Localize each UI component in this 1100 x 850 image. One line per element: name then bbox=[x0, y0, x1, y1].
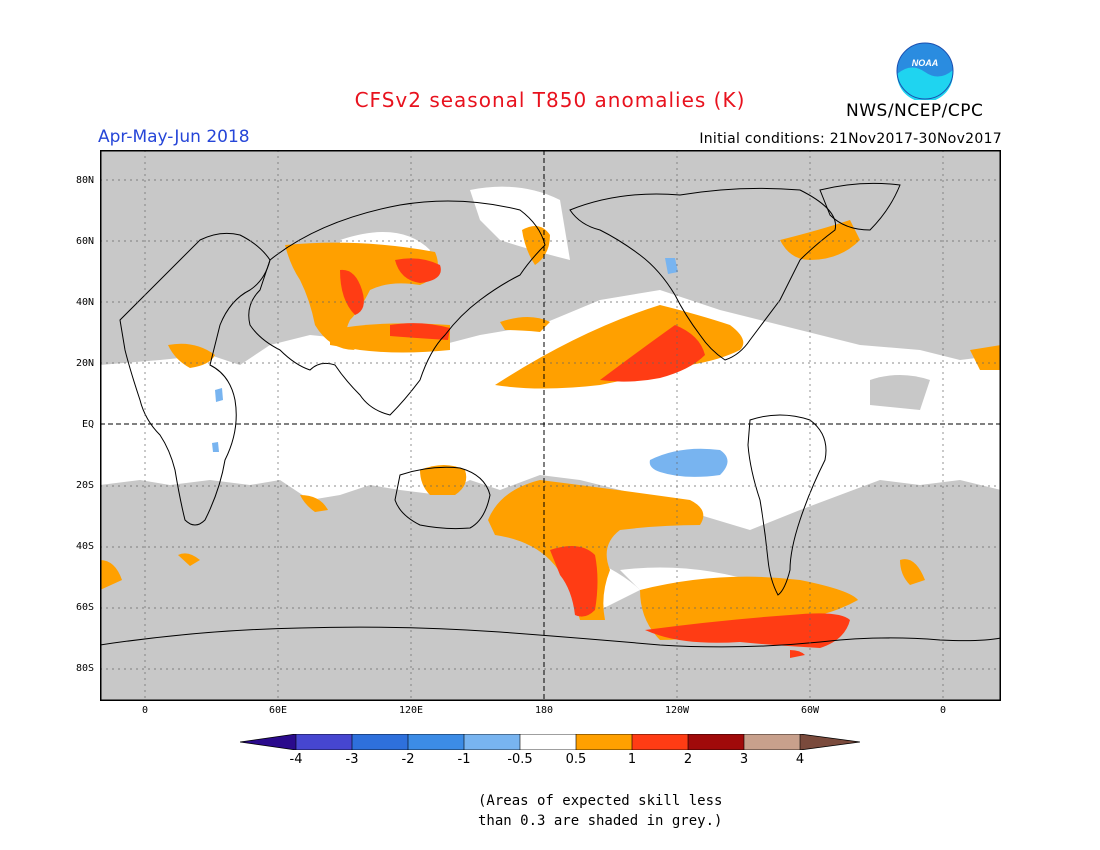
anomaly-1-to-2 bbox=[340, 258, 850, 658]
colorbar-label: -0.5 bbox=[507, 752, 533, 767]
lat-label: 20N bbox=[75, 358, 94, 369]
lat-label: 40S bbox=[75, 541, 94, 552]
footnote-line: than 0.3 are shaded in grey.) bbox=[478, 813, 723, 829]
colorbar bbox=[240, 734, 860, 750]
agency-label: NWS/NCEP/CPC bbox=[846, 101, 984, 121]
initial-conditions-label: Initial conditions: 21Nov2017-30Nov2017 bbox=[699, 131, 1002, 147]
chart-title: CFSv2 seasonal T850 anomalies (K) bbox=[354, 88, 746, 112]
colorbar-label: -3 bbox=[345, 752, 359, 767]
noaa-logo-icon: NOAA bbox=[896, 42, 954, 100]
lon-label: 120W bbox=[664, 705, 690, 716]
lat-label: EQ bbox=[81, 419, 94, 430]
footnote-line: (Areas of expected skill less bbox=[478, 793, 723, 809]
lon-label: 180 bbox=[534, 705, 554, 716]
lon-label: 60E bbox=[268, 705, 288, 716]
lat-label: 60N bbox=[75, 236, 94, 247]
colorbar-label: 1 bbox=[627, 752, 637, 767]
colorbar-segment bbox=[632, 734, 688, 750]
colorbar-segment bbox=[800, 734, 860, 750]
lon-label: 60W bbox=[800, 705, 820, 716]
colorbar-label: 3 bbox=[739, 752, 749, 767]
grid bbox=[100, 150, 1001, 701]
colorbar-label: -2 bbox=[401, 752, 415, 767]
anomaly-map bbox=[100, 150, 1001, 701]
lat-label: 40N bbox=[75, 297, 94, 308]
colorbar-segment bbox=[240, 734, 296, 750]
lon-label: 120E bbox=[398, 705, 424, 716]
colorbar-segment bbox=[296, 734, 352, 750]
season-label: Apr-May-Jun 2018 bbox=[98, 127, 250, 147]
colorbar-segment bbox=[464, 734, 520, 750]
map-frame bbox=[100, 150, 1001, 701]
colorbar-label: 0.5 bbox=[565, 752, 587, 767]
lat-label: 80S bbox=[75, 663, 94, 674]
colorbar-label: 2 bbox=[683, 752, 693, 767]
anomaly-neg-0-5-to-1 bbox=[212, 258, 728, 477]
lon-label: 0 bbox=[141, 705, 149, 716]
coastlines bbox=[100, 182, 1001, 648]
colorbar-segment bbox=[688, 734, 744, 750]
lat-label: 60S bbox=[75, 602, 94, 613]
skill-band-tropics bbox=[100, 290, 1001, 530]
colorbar-segment bbox=[744, 734, 800, 750]
colorbar-label: 4 bbox=[795, 752, 805, 767]
colorbar-segment bbox=[520, 734, 576, 750]
svg-text:NOAA: NOAA bbox=[912, 58, 939, 68]
lat-label: 20S bbox=[75, 480, 94, 491]
colorbar-label: -4 bbox=[289, 752, 303, 767]
colorbar-segment bbox=[576, 734, 632, 750]
colorbar-segment bbox=[408, 734, 464, 750]
lat-label: 80N bbox=[75, 175, 94, 186]
lon-label: 0 bbox=[939, 705, 947, 716]
colorbar-label: -1 bbox=[457, 752, 471, 767]
colorbar-segment bbox=[352, 734, 408, 750]
